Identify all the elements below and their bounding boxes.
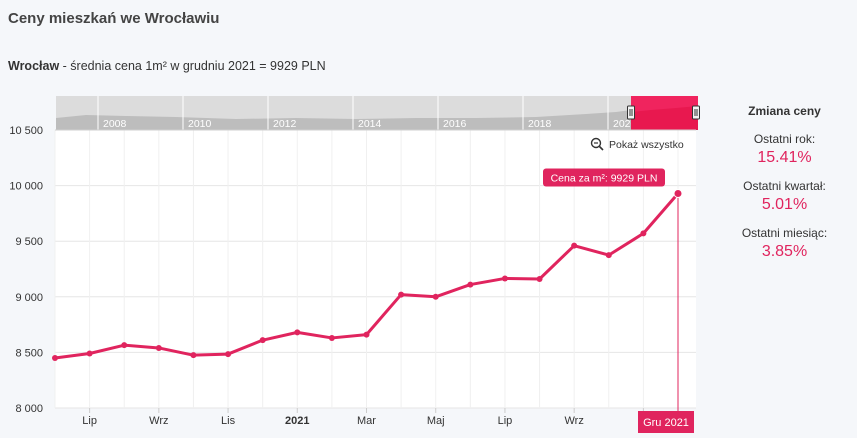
subtitle-city: Wrocław bbox=[8, 59, 60, 73]
stat-value-quarter: 5.01% bbox=[761, 196, 808, 213]
navigator-year-label: 2020 bbox=[613, 118, 637, 130]
data-point[interactable] bbox=[398, 291, 405, 298]
data-point[interactable] bbox=[432, 293, 439, 300]
data-point[interactable] bbox=[155, 344, 162, 351]
tooltip-text: Cena za m²: 9929 PLN bbox=[551, 172, 658, 184]
stat-value-month: 3.85% bbox=[761, 243, 808, 260]
data-point[interactable] bbox=[225, 351, 232, 358]
data-point[interactable] bbox=[640, 230, 647, 237]
crosshair-label-box bbox=[638, 411, 694, 433]
navigator-right-handle[interactable] bbox=[692, 105, 700, 120]
x-tick-label: Mar bbox=[357, 415, 376, 427]
y-tick-label: 9 500 bbox=[15, 236, 43, 248]
y-tick-label: 10 500 bbox=[9, 125, 43, 137]
data-point[interactable] bbox=[190, 352, 197, 359]
data-point[interactable] bbox=[259, 337, 266, 344]
x-tick-label: Maj bbox=[427, 415, 445, 427]
reset-zoom-button[interactable]: Pokaż wszystko bbox=[590, 137, 684, 152]
y-tick-label: 8 000 bbox=[15, 403, 43, 415]
stat-label-quarter: Ostatni kwartał: bbox=[743, 179, 826, 193]
reset-zoom-label[interactable]: Pokaż wszystko bbox=[609, 139, 684, 151]
data-point[interactable] bbox=[673, 188, 683, 198]
handle-grip[interactable] bbox=[627, 105, 635, 120]
stat-label-month: Ostatni miesiąc: bbox=[741, 226, 828, 240]
navigator[interactable]: 2008 2010 2012 2014 2016 2018 2020 bbox=[56, 96, 700, 130]
data-point[interactable] bbox=[52, 354, 58, 361]
line-chart[interactable]: 8 000 8 500 9 000 9 500 10 000 10 500 Lip Wrz Li… bbox=[0, 90, 712, 433]
data-point[interactable] bbox=[467, 281, 474, 288]
data-point[interactable] bbox=[501, 275, 508, 282]
navigator-year-label: 2008 bbox=[103, 118, 127, 130]
page-title: Ceny mieszkań we Wrocławiu bbox=[8, 10, 220, 27]
price-change-heading: Zmiana ceny bbox=[748, 104, 821, 118]
navigator-selected-area bbox=[631, 106, 698, 130]
data-point[interactable] bbox=[121, 342, 128, 349]
x-tick-label: 2021 bbox=[285, 415, 309, 427]
navigator-left-handle[interactable] bbox=[627, 105, 635, 120]
data-point[interactable] bbox=[294, 329, 301, 336]
navigator-series-area bbox=[56, 110, 631, 130]
tooltip-box bbox=[543, 168, 665, 187]
crosshair-label-text: Gru 2021 bbox=[643, 417, 689, 429]
data-point[interactable] bbox=[86, 350, 93, 357]
x-tick-label: Wrz bbox=[564, 415, 583, 427]
data-point[interactable] bbox=[328, 334, 335, 341]
stat-label-year: Ostatni rok: bbox=[753, 132, 816, 146]
price-change-panel: Zmiana ceny Ostatni rok: 15.41% Ostatni … bbox=[712, 90, 857, 433]
y-tick-label: 9 000 bbox=[15, 292, 43, 304]
stat-value-year: 15.41% bbox=[757, 149, 812, 166]
x-tick-label: Lis bbox=[221, 415, 236, 427]
x-tick-label: Lip bbox=[498, 415, 513, 427]
x-tick-label: Wrz bbox=[149, 415, 168, 427]
data-point[interactable] bbox=[571, 242, 578, 249]
navigator-year-label: 2012 bbox=[273, 118, 297, 130]
navigator-year-label: 2016 bbox=[443, 118, 467, 130]
data-point[interactable] bbox=[363, 331, 370, 338]
data-point[interactable] bbox=[536, 276, 543, 283]
chart-subtitle: Wrocław - średnia cena 1m² w grudniu 202… bbox=[8, 59, 326, 73]
navigator-year-label: 2014 bbox=[358, 118, 382, 130]
chart-area[interactable]: 8 000 8 500 9 000 9 500 10 000 10 500 Lip Wrz Li… bbox=[0, 90, 712, 433]
x-tick-label: Lip bbox=[82, 415, 97, 427]
y-tick-label: 10 000 bbox=[9, 181, 43, 193]
data-point[interactable] bbox=[605, 252, 612, 259]
navigator-year-label: 2010 bbox=[188, 118, 212, 130]
magnifier-icon bbox=[590, 137, 602, 149]
subtitle-text: - średnia cena 1m² w grudniu 2021 = 9929… bbox=[59, 59, 326, 73]
crosshair-label: Gru 2021 bbox=[638, 411, 694, 433]
handle-grip[interactable] bbox=[692, 105, 700, 120]
y-tick-label: 8 500 bbox=[15, 347, 43, 359]
navigator-year-label: 2018 bbox=[528, 118, 552, 130]
tooltip: Cena za m²: 9929 PLN bbox=[543, 168, 665, 187]
magnifier-handle bbox=[598, 145, 604, 151]
